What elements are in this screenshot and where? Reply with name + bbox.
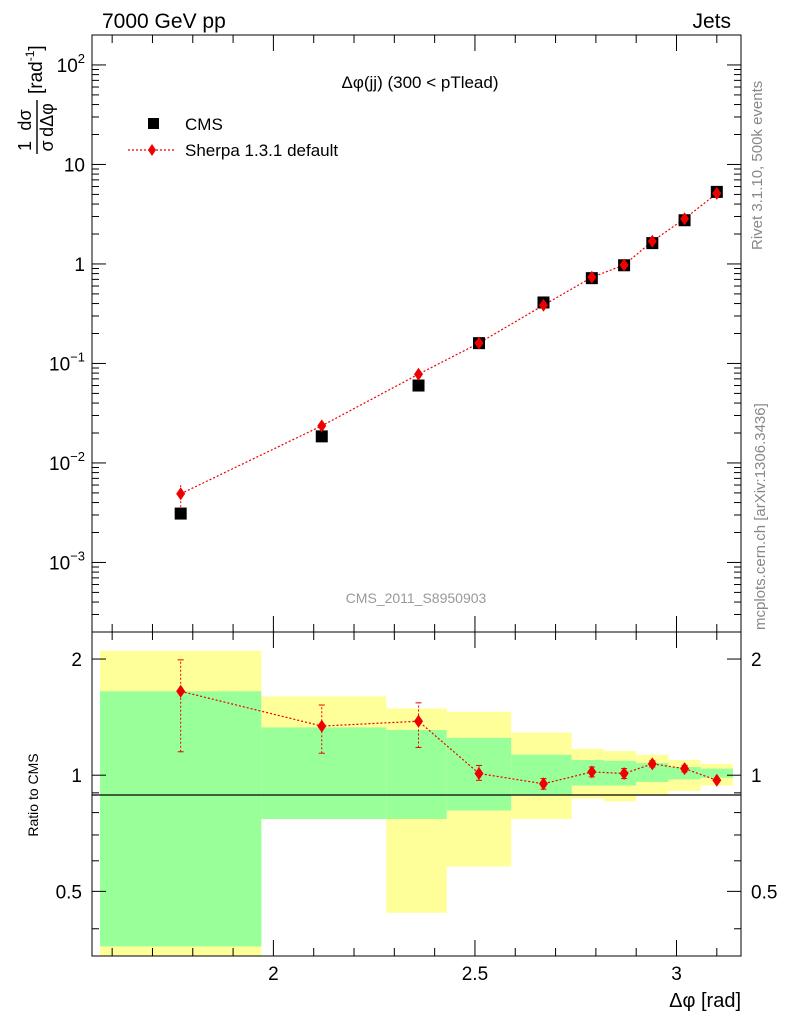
- ratio-sherpa-marker: [474, 767, 484, 781]
- main-plot-area: [92, 35, 741, 632]
- ratio-tick-labels: 0.5 0.5 1 1 2 2 2 2.5 3: [56, 650, 778, 985]
- ratio-xtick-label: 3: [671, 964, 682, 985]
- main-ytick-label-exp: −2: [70, 449, 85, 464]
- main-ylabel: 1 dσ σ dΔφ [rad-1]: [15, 45, 57, 154]
- ratio-xtick-label: 2.5: [462, 964, 488, 985]
- ratio-xtick-label: 2: [268, 964, 279, 985]
- main-ytick-label-exp: −1: [70, 349, 85, 364]
- main-ytick-label: 10−1: [49, 349, 85, 375]
- ratio-ytick-label-left: 2: [71, 650, 82, 671]
- sherpa-marker: [647, 234, 657, 248]
- x-axis-label: Δφ [rad]: [669, 990, 741, 1012]
- ratio-band-inner: [511, 754, 572, 795]
- main-ytick-label-exp: −3: [70, 548, 85, 563]
- main-ytick-label-base: 10: [49, 354, 70, 375]
- main-data: [174, 185, 723, 520]
- ratio-sherpa-line: [180, 690, 718, 785]
- sherpa-marker: [317, 419, 327, 433]
- ratio-band-inner: [100, 691, 262, 947]
- ratio-ylabel: Ratio to CMS: [25, 753, 41, 836]
- mcplots-label: mcplots.cern.ch [arXiv:1306.3436]: [752, 403, 769, 630]
- ratio-band-inner: [261, 727, 387, 819]
- header-energy: 7000 GeV pp: [102, 10, 226, 33]
- main-ytick-label: 10: [64, 155, 85, 176]
- sherpa-marker: [176, 487, 186, 501]
- ratio-sherpa-marker: [538, 777, 548, 791]
- main-ytick-label: 10−2: [49, 449, 85, 475]
- main-ytick-label-exp: 2: [78, 51, 85, 66]
- ratio-ticks: [92, 632, 741, 956]
- main-ytick-label: 1: [74, 255, 85, 276]
- ylabel-num1: 1: [15, 141, 35, 151]
- sherpa-marker: [474, 336, 484, 350]
- main-ytick-label: 102: [57, 51, 85, 77]
- ylabel-num2: dσ: [15, 109, 35, 130]
- ratio-ytick-label-right: 1: [751, 766, 762, 787]
- main-ytick-label-base: 10: [49, 454, 70, 475]
- legend-sherpa-label: Sherpa 1.3.1 default: [185, 141, 338, 160]
- ylabel-unit: [rad-1]: [23, 45, 47, 94]
- ratio-sherpa-marker: [712, 773, 722, 787]
- ratio-ytick-label-right: 0.5: [751, 882, 777, 903]
- cms-marker: [412, 379, 425, 392]
- main-title: Δφ(jj) (300 < pTlead): [341, 73, 498, 92]
- legend: CMS Sherpa 1.3.1 default: [128, 115, 338, 160]
- sherpa-marker: [587, 270, 597, 284]
- ylabel-unit-open: [rad: [26, 61, 47, 94]
- rivet-label: Rivet 3.1.10, 500k events: [749, 81, 766, 250]
- legend-sherpa-marker: [148, 144, 156, 156]
- legend-cms-label: CMS: [185, 115, 223, 134]
- ratio-sherpa-marker: [619, 767, 629, 781]
- ylabel-unit-exp: -1: [23, 50, 37, 61]
- watermark: CMS_2011_S8950903: [346, 590, 487, 606]
- legend-cms-marker: [148, 118, 159, 129]
- sherpa-line: [180, 192, 718, 495]
- ratio-sherpa-marker: [317, 719, 327, 733]
- ratio-sherpa-marker: [587, 765, 597, 779]
- main-ticks: [92, 34, 741, 633]
- main-ytick-label: 10−3: [49, 548, 85, 574]
- header-category: Jets: [692, 10, 731, 33]
- ratio-band-inner: [386, 729, 447, 819]
- cms-marker: [174, 507, 187, 520]
- ratio-band-inner: [636, 763, 669, 783]
- ratio-ytick-label-left: 1: [71, 766, 82, 787]
- ylabel-unit-close: ]: [26, 45, 47, 50]
- sherpa-marker: [414, 367, 424, 381]
- ylabel-den2: dΔφ: [37, 103, 57, 137]
- ratio-ytick-label-left: 0.5: [56, 882, 82, 903]
- ratio-panel: 0.5 0.5 1 1 2 2 2 2.5 3 Ratio to CMS Δφ [rad]: [25, 631, 778, 1012]
- ratio-ytick-label-right: 2: [751, 650, 762, 671]
- sherpa-marker: [538, 298, 548, 312]
- ratio-band-inner: [700, 768, 733, 778]
- ratio-frame: [91, 631, 742, 957]
- ratio-sherpa-marker: [680, 762, 690, 776]
- ratio-sherpa-marker: [647, 757, 657, 771]
- main-ytick-label-base: 10: [57, 56, 78, 77]
- sherpa-marker: [680, 212, 690, 226]
- sherpa-marker: [712, 186, 722, 200]
- main-ytick-label-base: 10: [49, 553, 70, 574]
- ratio-data: [176, 659, 722, 791]
- sherpa-marker: [619, 258, 629, 272]
- ratio-sherpa-marker: [414, 714, 424, 728]
- ratio-sherpa-marker: [176, 684, 186, 698]
- ylabel-den1: σ: [37, 140, 57, 151]
- cms-marker: [315, 430, 328, 443]
